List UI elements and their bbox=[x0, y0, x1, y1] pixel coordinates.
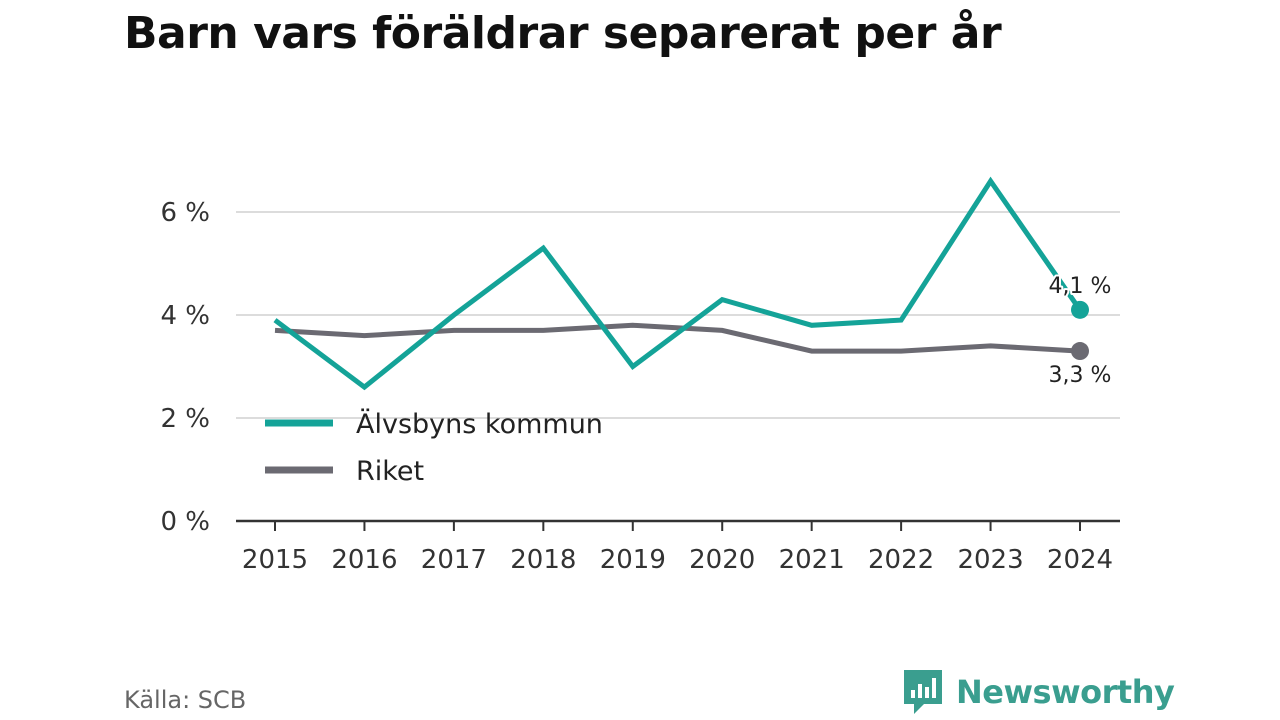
source-note: Källa: SCB bbox=[124, 686, 247, 714]
x-tick-label: 2021 bbox=[779, 545, 845, 575]
legend-label: Älvsbyns kommun bbox=[356, 408, 603, 440]
x-tick-label: 2023 bbox=[957, 545, 1023, 575]
legend: Älvsbyns kommun Riket bbox=[265, 408, 603, 487]
y-tick-label: 2 % bbox=[160, 404, 210, 434]
y-tick-label: 6 % bbox=[160, 198, 210, 228]
x-axis: 2015 2016 2017 2018 2019 2020 2021 2022 2023 2024 bbox=[236, 519, 1120, 575]
series-end-label: 3,3 % bbox=[1049, 363, 1112, 388]
x-tick-label: 2016 bbox=[331, 545, 397, 575]
chart-title: Barn vars föräldrar separerat per år bbox=[124, 8, 1002, 59]
x-tick-label: 2015 bbox=[242, 545, 308, 575]
series-lines: 3,3 % 4,1 % bbox=[273, 176, 1113, 391]
x-tick-label: 2024 bbox=[1047, 545, 1113, 575]
y-axis-ticks: 0 % 2 % 4 % 6 % bbox=[160, 198, 210, 537]
series-line-alvsbyns-kommun bbox=[273, 176, 1083, 391]
y-tick-label: 0 % bbox=[160, 507, 210, 537]
x-tick-label: 2020 bbox=[689, 545, 755, 575]
brand-logo: Newsworthy bbox=[902, 668, 1175, 716]
x-tick-label: 2019 bbox=[600, 545, 666, 575]
series-end-point bbox=[1071, 300, 1089, 319]
series-line-riket bbox=[274, 322, 1081, 354]
x-tick-label: 2022 bbox=[868, 545, 934, 575]
series-end-point bbox=[1071, 342, 1089, 361]
x-tick-label: 2017 bbox=[421, 545, 487, 575]
x-tick-label: 2018 bbox=[510, 545, 576, 575]
legend-label: Riket bbox=[356, 456, 424, 487]
newsworthy-logo-icon bbox=[904, 670, 942, 714]
brand-name: Newsworthy bbox=[956, 673, 1175, 711]
y-tick-label: 4 % bbox=[160, 301, 210, 331]
gridlines bbox=[236, 211, 1120, 419]
series-end-label: 4,1 % bbox=[1049, 274, 1112, 299]
